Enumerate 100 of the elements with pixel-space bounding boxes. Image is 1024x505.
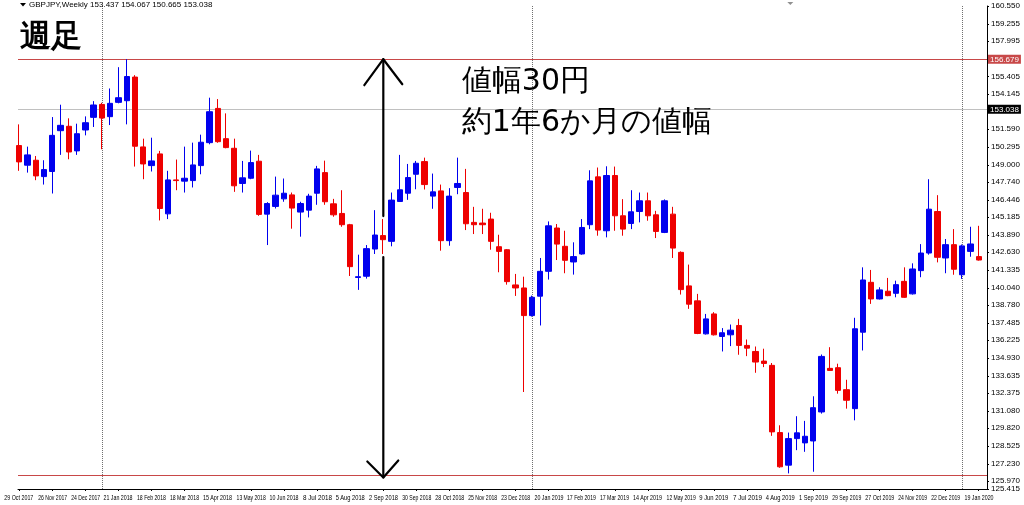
candlestick xyxy=(471,206,477,235)
candlestick xyxy=(885,277,891,297)
candlestick xyxy=(330,198,337,218)
candlestick xyxy=(355,254,361,291)
candlestick xyxy=(852,317,858,421)
candlestick xyxy=(976,225,982,262)
candlestick xyxy=(934,194,941,263)
y-tick-label: 145.185 xyxy=(991,212,1020,222)
candlestick xyxy=(57,104,64,156)
x-tick-label: 2 Sep 2018 xyxy=(368,493,398,502)
candlestick xyxy=(124,58,130,125)
candlestick xyxy=(206,97,213,145)
x-tick-label: 4 Aug 2019 xyxy=(765,493,795,502)
y-tick-label: 125.415 xyxy=(991,484,1020,493)
x-tick-label: 24 Dec 2017 xyxy=(70,493,100,502)
candlestick xyxy=(272,176,279,209)
candlestick xyxy=(438,184,444,252)
candlestick xyxy=(727,324,734,347)
candlestick xyxy=(430,173,436,210)
candlestick xyxy=(959,244,965,280)
y-tick-label: 129.820 xyxy=(991,423,1020,433)
candlestick xyxy=(545,220,552,281)
candlestick xyxy=(256,154,262,217)
x-tick-label: 18 Feb 2018 xyxy=(136,493,167,502)
candlestick xyxy=(157,150,163,221)
y-tick-label: 140.040 xyxy=(991,282,1020,292)
candlestick xyxy=(446,187,452,247)
y-tick-label: 160.550 xyxy=(991,1,1020,10)
candlestick xyxy=(512,273,519,297)
candlestick xyxy=(562,230,568,274)
candlestick xyxy=(951,228,957,276)
candlestick xyxy=(942,238,949,274)
candlestick xyxy=(769,362,775,437)
candlestick xyxy=(570,241,577,276)
y-tick-label: 138.780 xyxy=(991,300,1020,310)
candlestick xyxy=(314,165,320,206)
candlestick xyxy=(579,218,585,256)
y-tick-label: 147.740 xyxy=(991,177,1020,187)
candlestick xyxy=(388,192,395,247)
candlestick xyxy=(620,198,626,237)
candlestick xyxy=(248,150,254,180)
y-tick-label: 131.080 xyxy=(991,406,1020,416)
candlestick xyxy=(82,115,89,136)
candlestick xyxy=(289,192,295,230)
ref-line-label: 153.038 xyxy=(990,104,1020,114)
x-tick-label: 18 Mar 2018 xyxy=(170,493,200,502)
candlestick xyxy=(306,193,312,218)
x-tick-label: 28 Oct 2018 xyxy=(434,493,464,502)
candlestick xyxy=(66,117,72,160)
candlestick xyxy=(868,269,874,305)
y-tick-label: 128.525 xyxy=(991,441,1020,451)
candlestick xyxy=(322,160,328,206)
candlestick xyxy=(74,123,80,156)
x-tick-label: 27 Oct 2019 xyxy=(864,493,894,502)
y-tick-label: 125.970 xyxy=(991,476,1020,486)
x-tick-label: 29 Sep 2019 xyxy=(831,493,861,502)
candlestick xyxy=(537,257,543,326)
candlestick xyxy=(148,137,155,173)
candlestick xyxy=(521,276,527,393)
y-tick-label: 157.995 xyxy=(991,36,1020,46)
annotation: 約1年6か月の値幅 xyxy=(461,103,712,139)
candlestick xyxy=(909,262,916,296)
candlestick xyxy=(41,159,47,186)
candlestick xyxy=(603,165,610,238)
candlestick xyxy=(893,280,899,298)
x-tick-label: 14 Apr 2019 xyxy=(633,493,663,502)
y-tick-label: 159.255 xyxy=(991,18,1020,28)
candlestick xyxy=(529,295,535,318)
y-tick-label: 136.225 xyxy=(991,335,1020,345)
candlestick xyxy=(554,223,560,261)
candlestick xyxy=(860,266,866,351)
y-tick-label: 142.630 xyxy=(991,247,1020,257)
y-tick-label: 127.230 xyxy=(991,459,1020,469)
y-tick-label: 154.145 xyxy=(991,89,1020,99)
candlestick xyxy=(24,146,31,174)
candlestick xyxy=(165,170,171,220)
y-tick-label: 133.635 xyxy=(991,370,1020,380)
candlestick xyxy=(421,157,428,191)
x-tick-label: 12 May 2019 xyxy=(666,493,696,502)
candlestick xyxy=(918,243,924,278)
x-tick-label: 17 Feb 2019 xyxy=(567,493,597,502)
candlestick xyxy=(405,163,411,201)
candlestick xyxy=(372,209,378,255)
candlestick xyxy=(223,112,229,149)
candlestick xyxy=(785,432,792,474)
y-tick-label: 134.930 xyxy=(991,353,1020,363)
candlestick xyxy=(595,167,601,237)
y-tick-label: 141.335 xyxy=(991,265,1020,275)
candlestick xyxy=(926,178,932,256)
x-tick-label: 1 Sep 2019 xyxy=(798,493,828,502)
candlestick xyxy=(901,266,907,299)
y-tick-label: 150.295 xyxy=(991,141,1020,151)
x-tick-label: 20 Jan 2019 xyxy=(534,493,564,502)
x-tick-label: 8 Jul 2018 xyxy=(302,493,332,502)
candlestick xyxy=(380,218,386,255)
x-tick-label: 22 Dec 2019 xyxy=(931,493,961,502)
candlestick xyxy=(835,363,841,395)
y-tick-label: 146.446 xyxy=(991,194,1020,204)
candlestick xyxy=(339,189,345,228)
candlestick xyxy=(231,138,237,193)
